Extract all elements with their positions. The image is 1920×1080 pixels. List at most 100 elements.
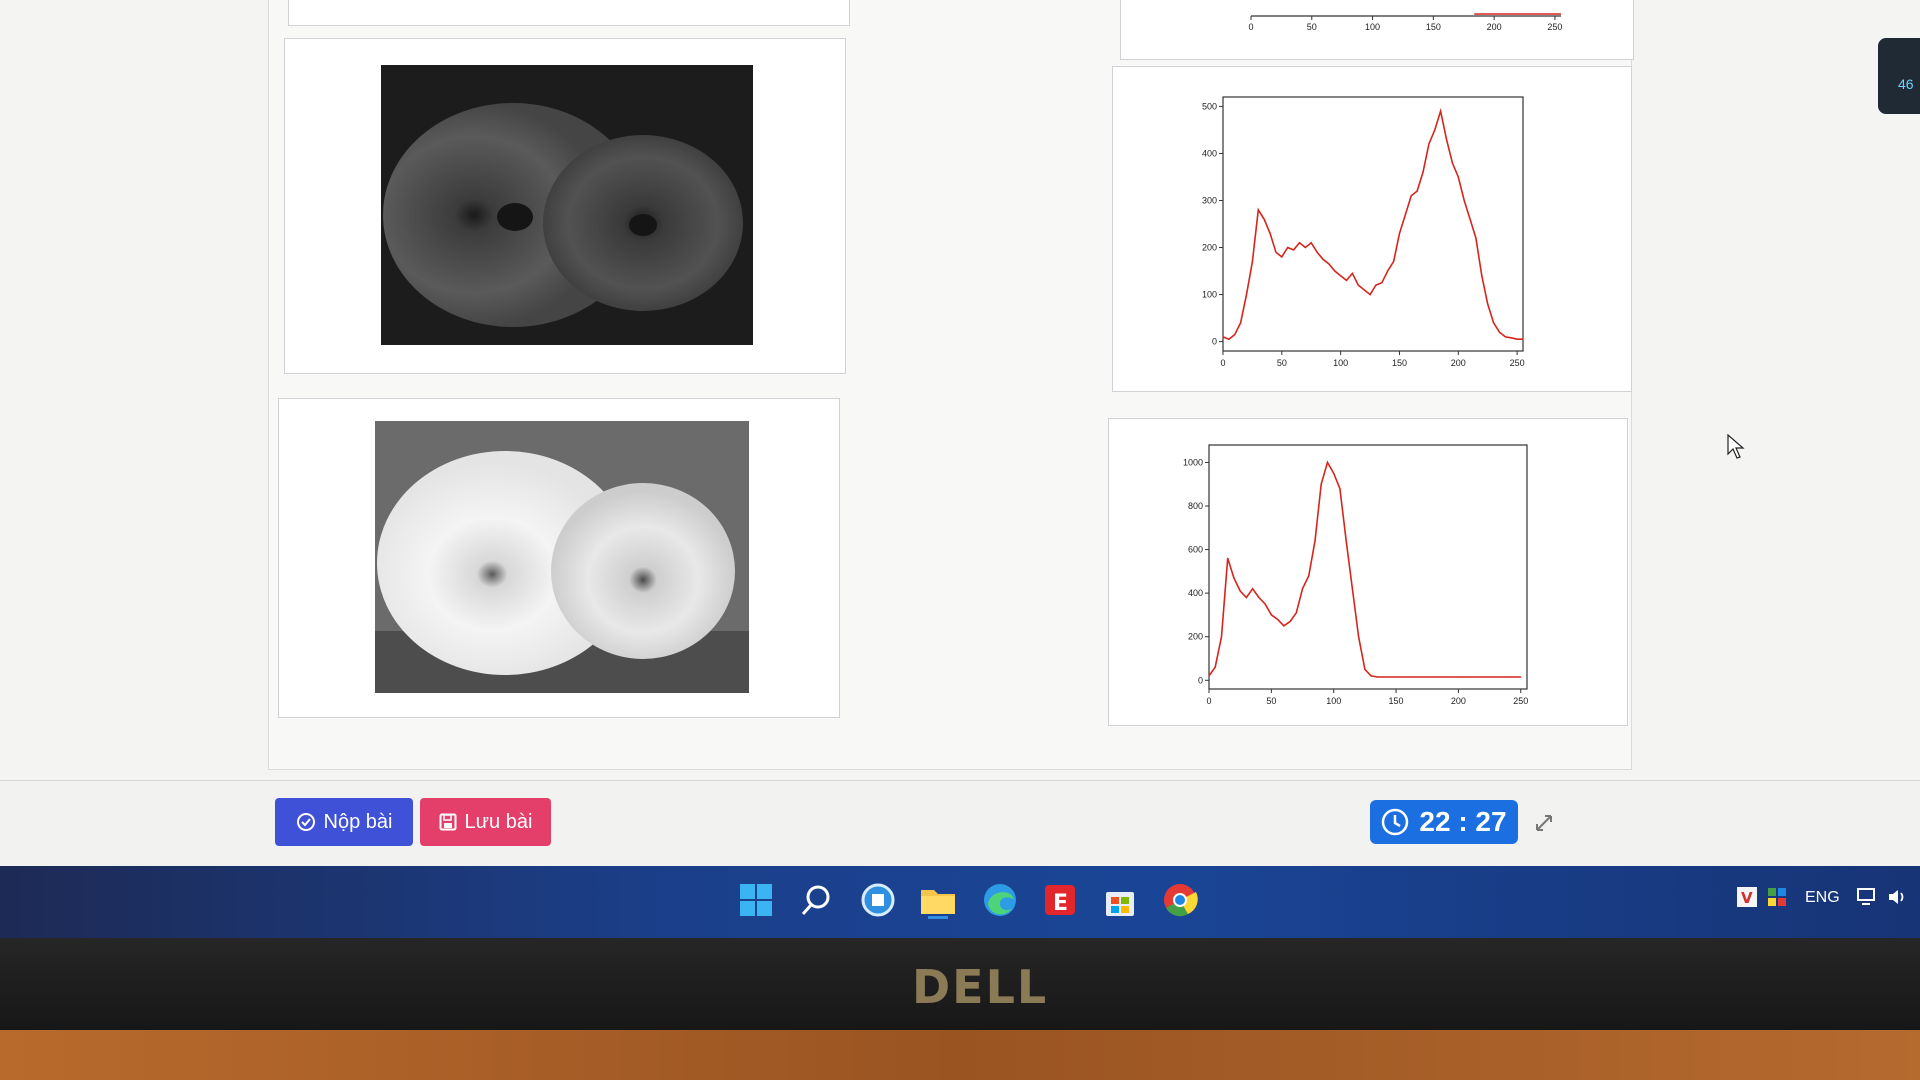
data-point xyxy=(1469,218,1471,220)
data-point xyxy=(1281,256,1283,258)
data-point xyxy=(1492,322,1495,324)
data-point xyxy=(1358,636,1360,638)
save-button[interactable]: Lưu bài xyxy=(420,798,551,846)
data-point xyxy=(1487,303,1489,305)
y-tick-label: 200 xyxy=(1202,243,1217,253)
data-point xyxy=(1475,237,1477,239)
data-point xyxy=(1245,293,1248,296)
y-tick-label: 400 xyxy=(1202,148,1217,158)
data-point xyxy=(1375,284,1377,286)
data-point xyxy=(1252,588,1254,590)
data-point xyxy=(1381,282,1383,284)
x-tick-label: 0 xyxy=(1248,22,1253,32)
search-icon[interactable] xyxy=(796,880,836,920)
data-point xyxy=(1398,232,1401,235)
plot-frame xyxy=(1222,96,1524,352)
data-point xyxy=(1334,270,1336,272)
vietnamese-input-icon[interactable]: V xyxy=(1736,886,1758,908)
data-point xyxy=(1239,590,1241,592)
data-point xyxy=(1451,162,1454,164)
data-point xyxy=(1228,338,1230,340)
data-point xyxy=(1310,242,1312,244)
y-tick-label: 0 xyxy=(1198,675,1203,685)
data-point xyxy=(1301,588,1304,590)
expand-icon[interactable] xyxy=(1533,812,1555,834)
data-point xyxy=(1520,676,1522,678)
desk-surface xyxy=(0,1030,1920,1080)
data-point xyxy=(1333,472,1335,474)
data-point xyxy=(1463,199,1465,202)
data-point xyxy=(1510,337,1512,339)
data-point xyxy=(1320,483,1322,485)
x-tick-label: 150 xyxy=(1392,358,1407,368)
data-point xyxy=(1304,246,1306,249)
x-tick-label: 100 xyxy=(1326,696,1341,706)
data-point xyxy=(1416,190,1418,192)
x-tick-label: 200 xyxy=(1487,22,1502,32)
data-point xyxy=(1445,138,1448,140)
data-point xyxy=(1513,676,1516,678)
data-point xyxy=(1240,322,1242,324)
submit-button[interactable]: Nộp bài xyxy=(275,798,413,846)
save-button-label: Lưu bài xyxy=(464,810,533,833)
data-point xyxy=(1292,249,1295,251)
data-point xyxy=(1283,625,1285,627)
x-tick-label: 250 xyxy=(1513,696,1528,706)
histogram-card-top: 0 50 100 150 200 250 xyxy=(1120,0,1634,60)
data-point xyxy=(1208,675,1210,677)
y-tick-label: 1000 xyxy=(1183,457,1203,467)
mouse-cursor-icon xyxy=(1727,434,1745,459)
image-card-dark xyxy=(284,38,846,374)
x-tick-label: 50 xyxy=(1277,358,1287,368)
data-point xyxy=(1422,171,1424,173)
data-point xyxy=(1432,676,1435,678)
grayscale-image-dark xyxy=(381,65,753,345)
windows-start-icon[interactable] xyxy=(736,880,776,920)
data-point xyxy=(1457,676,1460,678)
data-point xyxy=(1370,675,1372,677)
histogram-2: 0 50 100 150 200 250 0 200 400 600 800 1000 xyxy=(1183,444,1528,706)
histogram-card-1: 0 50 100 150 200 250 0 100 200 300 400 500 xyxy=(1112,66,1632,392)
file-explorer-icon[interactable] xyxy=(918,880,958,920)
data-point xyxy=(1233,577,1235,579)
countdown-timer: 22 : 27 xyxy=(1370,800,1518,844)
volume-icon[interactable] xyxy=(1886,886,1908,908)
store-icon[interactable] xyxy=(1100,880,1140,920)
data-point xyxy=(1345,279,1348,282)
floppy-disk-icon xyxy=(439,813,457,831)
data-point xyxy=(1345,540,1347,542)
clock-icon xyxy=(1382,808,1409,836)
x-tick-label: 0 xyxy=(1220,358,1225,368)
x-tick-label: 100 xyxy=(1333,358,1348,368)
plot-frame xyxy=(1208,444,1528,690)
data-point xyxy=(1364,668,1366,670)
data-point xyxy=(1270,614,1272,616)
data-point xyxy=(1404,213,1406,216)
y-tick-label: 300 xyxy=(1202,195,1217,205)
language-indicator[interactable]: ENG xyxy=(1805,889,1840,906)
data-point xyxy=(1410,195,1412,197)
app-circle-icon[interactable] xyxy=(858,880,898,920)
data-point xyxy=(1481,275,1483,277)
data-point xyxy=(1522,338,1524,340)
data-point xyxy=(1504,336,1506,338)
tray-app-icon[interactable] xyxy=(1766,886,1788,908)
x-tick-label: 150 xyxy=(1389,696,1404,706)
data-point xyxy=(1482,676,1484,678)
data-point xyxy=(1263,218,1265,220)
submit-button-label: Nộp bài xyxy=(323,810,393,833)
y-tick-label: 800 xyxy=(1188,501,1203,511)
chrome-browser-icon[interactable] xyxy=(1160,880,1200,920)
data-point xyxy=(1314,540,1316,542)
data-point xyxy=(1298,242,1301,244)
y-tick-label: 100 xyxy=(1202,290,1217,300)
data-point xyxy=(1495,676,1497,678)
data-point xyxy=(1264,603,1266,605)
red-app-icon[interactable]: E xyxy=(1040,880,1080,920)
side-widget[interactable]: 46 xyxy=(1878,38,1920,114)
data-point xyxy=(1275,251,1277,253)
data-point xyxy=(1308,575,1310,577)
network-icon[interactable] xyxy=(1856,886,1880,908)
svg-text:V: V xyxy=(1741,889,1753,907)
edge-browser-icon[interactable] xyxy=(980,880,1020,920)
